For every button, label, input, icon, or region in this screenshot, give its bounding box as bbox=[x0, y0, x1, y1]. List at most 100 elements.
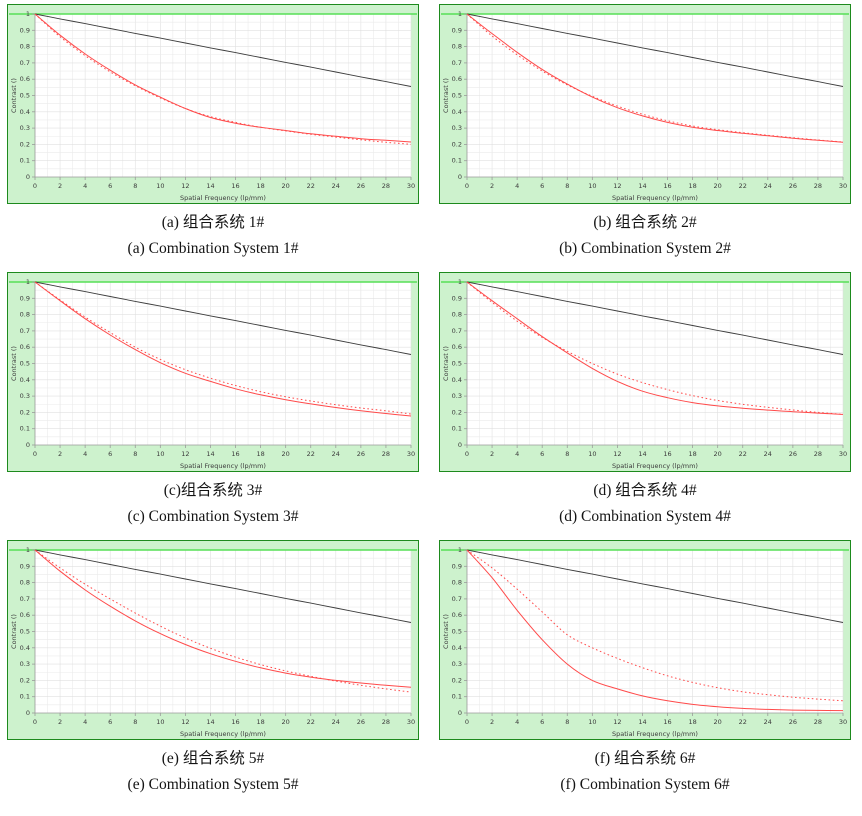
svg-text:28: 28 bbox=[382, 182, 390, 190]
caption-a-zh: (a) 组合系统 1# bbox=[161, 214, 265, 231]
d-series-limit_black_solid bbox=[466, 281, 844, 355]
svg-text:Contrast (): Contrast () bbox=[442, 614, 450, 649]
svg-text:2: 2 bbox=[58, 182, 62, 190]
svg-text:Contrast (): Contrast () bbox=[442, 78, 450, 113]
svg-text:28: 28 bbox=[382, 450, 390, 458]
svg-text:Contrast (): Contrast () bbox=[10, 614, 18, 649]
svg-text:2: 2 bbox=[490, 182, 494, 190]
svg-text:30: 30 bbox=[407, 718, 415, 726]
svg-text:26: 26 bbox=[357, 450, 365, 458]
svg-text:10: 10 bbox=[588, 718, 596, 726]
svg-text:22: 22 bbox=[739, 718, 747, 726]
svg-text:18: 18 bbox=[688, 182, 696, 190]
svg-text:Contrast (): Contrast () bbox=[10, 78, 18, 113]
figure-row-1: 0 0.1 0.2 0.3 0.4 0.5 0.6 0.7 0.8 0.9 1 0 2 4 6 8 10 12 14… bbox=[7, 4, 852, 260]
svg-text:22: 22 bbox=[739, 450, 747, 458]
svg-text:0.8: 0.8 bbox=[452, 579, 462, 587]
svg-text:0.9: 0.9 bbox=[20, 562, 30, 570]
svg-text:16: 16 bbox=[663, 182, 671, 190]
svg-text:0.4: 0.4 bbox=[452, 108, 462, 116]
chart-d: 0 0.1 0.2 0.3 0.4 0.5 0.6 0.7 0.8 0.9 1 0 2 4 6 8 10 12 14… bbox=[439, 272, 851, 528]
caption-a-en: (a) Combination System 1# bbox=[127, 240, 299, 257]
a-series-red_solid bbox=[34, 13, 412, 143]
chart-a: 0 0.1 0.2 0.3 0.4 0.5 0.6 0.7 0.8 0.9 1 0 2 4 6 8 10 12 14… bbox=[7, 4, 419, 260]
svg-text:30: 30 bbox=[407, 450, 415, 458]
chart-f-panel: 0 0.1 0.2 0.3 0.4 0.5 0.6 0.7 0.8 0.9 1 0 2 4 6 8 10 12 14… bbox=[439, 540, 851, 740]
svg-text:14: 14 bbox=[206, 718, 214, 726]
svg-text:24: 24 bbox=[332, 450, 340, 458]
chart-f-canvas: 00.10.20.30.40.50.60.70.80.910 2 4 6 8 10 12 14… bbox=[441, 546, 849, 738]
svg-text:30: 30 bbox=[839, 718, 847, 726]
svg-text:16: 16 bbox=[663, 718, 671, 726]
svg-text:22: 22 bbox=[307, 718, 315, 726]
svg-text:18: 18 bbox=[688, 718, 696, 726]
svg-text:12: 12 bbox=[181, 182, 189, 190]
svg-text:2: 2 bbox=[58, 450, 62, 458]
caption-d-en: (d) Combination System 4# bbox=[559, 508, 731, 525]
chart-e-canvas: 00.10.20.30.40.50.60.70.80.910 2 4 6 8 10 12 14… bbox=[9, 546, 417, 738]
chart-b-caption: (b) 组合系统 2# (b) Combination System 2# bbox=[439, 212, 851, 260]
svg-text:24: 24 bbox=[764, 450, 772, 458]
svg-text:8: 8 bbox=[565, 450, 569, 458]
svg-text:20: 20 bbox=[282, 182, 290, 190]
svg-text:0.8: 0.8 bbox=[20, 579, 30, 587]
svg-text:1: 1 bbox=[458, 546, 462, 554]
svg-text:24: 24 bbox=[332, 718, 340, 726]
svg-text:0.5: 0.5 bbox=[20, 628, 30, 636]
svg-text:Spatial Frequency (lp/mm): Spatial Frequency (lp/mm) bbox=[612, 462, 698, 470]
caption-d-zh: (d) 组合系统 4# bbox=[593, 482, 697, 499]
svg-text:12: 12 bbox=[613, 182, 621, 190]
figure-sheet: 0 0.1 0.2 0.3 0.4 0.5 0.6 0.7 0.8 0.9 1 0 2 4 6 8 10 12 14… bbox=[7, 4, 852, 796]
svg-text:1: 1 bbox=[458, 10, 462, 18]
svg-text:Spatial Frequency (lp/mm): Spatial Frequency (lp/mm) bbox=[180, 194, 266, 202]
e-series-red_solid bbox=[34, 549, 412, 688]
svg-text:6: 6 bbox=[108, 718, 112, 726]
svg-text:6: 6 bbox=[540, 718, 544, 726]
svg-text:26: 26 bbox=[789, 182, 797, 190]
svg-text:16: 16 bbox=[231, 182, 239, 190]
svg-text:4: 4 bbox=[83, 182, 87, 190]
svg-text:8: 8 bbox=[133, 182, 137, 190]
caption-f-zh: (f) 组合系统 6# bbox=[594, 750, 696, 767]
svg-text:0: 0 bbox=[26, 441, 30, 449]
svg-text:0.7: 0.7 bbox=[20, 595, 30, 603]
svg-text:0: 0 bbox=[458, 709, 462, 717]
b-series-red_solid bbox=[466, 13, 844, 143]
svg-text:20: 20 bbox=[282, 450, 290, 458]
chart-e-panel: 0 0.1 0.2 0.3 0.4 0.5 0.6 0.7 0.8 0.9 1 0 2 4 6 8 10 12 14… bbox=[7, 540, 419, 740]
svg-text:10: 10 bbox=[588, 182, 596, 190]
chart-b-canvas: 00.10.20.30.40.50.60.70.80.910 2 4 6 8 10 12 14… bbox=[441, 10, 849, 202]
svg-text:0.5: 0.5 bbox=[20, 360, 30, 368]
svg-text:0.8: 0.8 bbox=[20, 43, 30, 51]
svg-text:4: 4 bbox=[515, 182, 519, 190]
svg-text:2: 2 bbox=[58, 718, 62, 726]
c-series-red_dotted bbox=[34, 281, 412, 415]
svg-text:0.2: 0.2 bbox=[20, 140, 30, 148]
svg-text:0.8: 0.8 bbox=[20, 311, 30, 319]
svg-text:1: 1 bbox=[458, 278, 462, 286]
svg-text:0.9: 0.9 bbox=[20, 294, 30, 302]
svg-text:12: 12 bbox=[613, 718, 621, 726]
svg-text:26: 26 bbox=[357, 182, 365, 190]
d-series-red_solid bbox=[466, 281, 844, 415]
svg-text:0.2: 0.2 bbox=[20, 676, 30, 684]
svg-text:0.4: 0.4 bbox=[452, 644, 462, 652]
svg-text:4: 4 bbox=[515, 718, 519, 726]
svg-text:24: 24 bbox=[764, 182, 772, 190]
chart-e: 0 0.1 0.2 0.3 0.4 0.5 0.6 0.7 0.8 0.9 1 0 2 4 6 8 10 12 14… bbox=[7, 540, 419, 796]
svg-text:0: 0 bbox=[26, 709, 30, 717]
svg-text:0.1: 0.1 bbox=[20, 425, 30, 433]
svg-text:10: 10 bbox=[588, 450, 596, 458]
caption-c-en: (c) Combination System 3# bbox=[127, 508, 299, 525]
svg-text:0.5: 0.5 bbox=[452, 628, 462, 636]
svg-text:Spatial Frequency (lp/mm): Spatial Frequency (lp/mm) bbox=[180, 462, 266, 470]
svg-text:14: 14 bbox=[206, 450, 214, 458]
chart-c-canvas: 00.10.20.30.40.50.60.70.80.910 2 4 6 8 10 12 14… bbox=[9, 278, 417, 470]
svg-text:30: 30 bbox=[839, 450, 847, 458]
svg-text:20: 20 bbox=[714, 450, 722, 458]
svg-text:1: 1 bbox=[26, 10, 30, 18]
svg-text:Spatial Frequency (lp/mm): Spatial Frequency (lp/mm) bbox=[180, 730, 266, 738]
svg-text:22: 22 bbox=[739, 182, 747, 190]
caption-e-en: (e) Combination System 5# bbox=[127, 776, 299, 793]
svg-text:0.1: 0.1 bbox=[20, 693, 30, 701]
